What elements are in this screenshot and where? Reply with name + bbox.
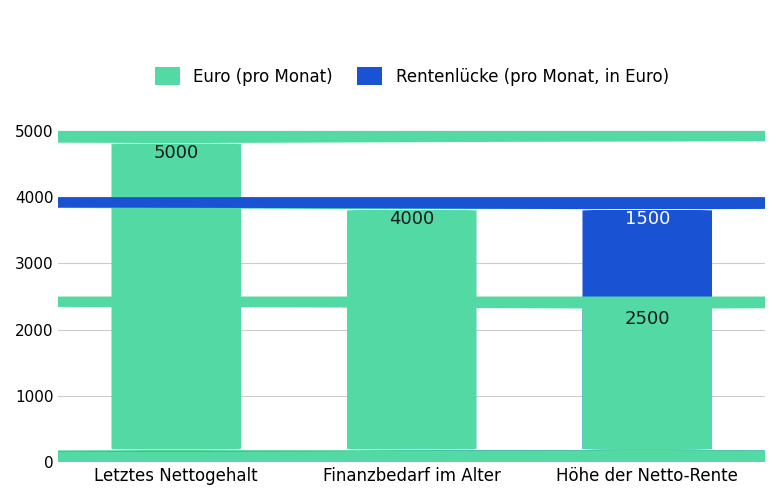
FancyBboxPatch shape: [0, 197, 780, 462]
Text: 2500: 2500: [625, 310, 670, 328]
Bar: [583, 296, 712, 310]
FancyBboxPatch shape: [0, 296, 780, 462]
Text: 1500: 1500: [625, 210, 670, 228]
FancyBboxPatch shape: [0, 131, 780, 462]
Text: 4000: 4000: [389, 210, 434, 228]
FancyBboxPatch shape: [0, 197, 780, 462]
Legend: Euro (pro Monat), Rentenlücke (pro Monat, in Euro): Euro (pro Monat), Rentenlücke (pro Monat…: [146, 59, 677, 94]
Text: 5000: 5000: [154, 144, 199, 162]
